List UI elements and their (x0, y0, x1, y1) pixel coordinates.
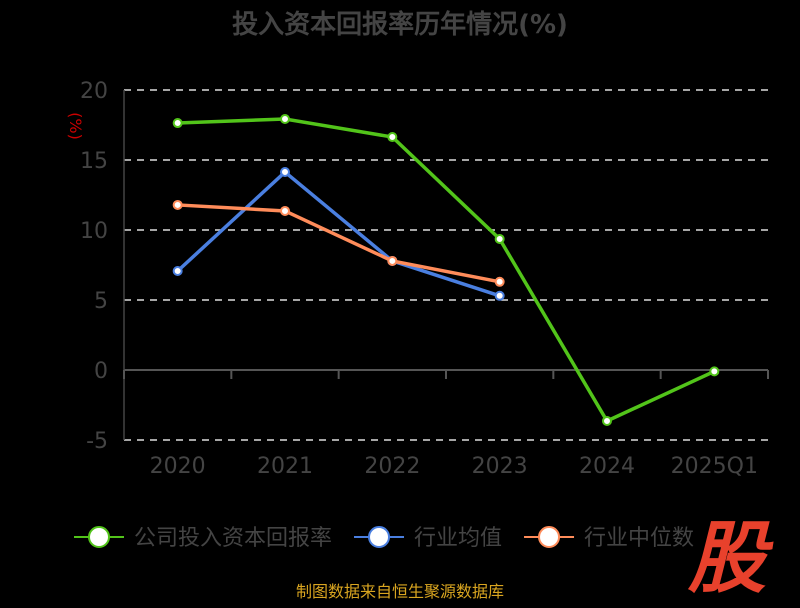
data-point (494, 276, 505, 287)
series-line (177, 203, 501, 284)
data-point (280, 205, 290, 216)
x-tick-label: 2025Q1 (671, 454, 758, 479)
data-point (494, 233, 505, 244)
y-tick-label: 10 (80, 219, 108, 244)
data-point (387, 255, 398, 266)
legend-marker (538, 526, 561, 548)
legend-marker (368, 526, 391, 548)
y-tick-label: -5 (86, 429, 108, 454)
series-line (176, 169, 501, 298)
y-axis-label: (%) (66, 112, 85, 140)
chart-title: 投入资本回报率历年情况(%) (232, 10, 568, 40)
x-tick-label: 2023 (472, 454, 528, 479)
legend-label: 行业均值 (414, 526, 502, 551)
data-point (172, 199, 183, 210)
y-tick-label: 15 (80, 149, 108, 174)
y-tick-label: 20 (80, 79, 108, 104)
data-point (494, 290, 505, 301)
y-tick-label: 0 (94, 359, 108, 384)
legend-label: 行业中位数 (584, 526, 694, 551)
data-point (709, 366, 720, 377)
logo: 股 (688, 514, 767, 604)
data-point (172, 266, 183, 277)
data-point (387, 132, 398, 143)
x-tick-label: 2022 (364, 454, 420, 479)
x-tick-label: 2024 (579, 454, 635, 479)
x-tick-label: 2021 (257, 454, 313, 479)
series-line (177, 117, 716, 424)
legend-marker (88, 526, 110, 548)
x-tick-label: 2020 (150, 454, 206, 479)
data-point (280, 167, 290, 178)
data-point (602, 415, 612, 426)
data-point (172, 118, 183, 129)
y-tick-label: 5 (94, 289, 108, 314)
source-note: 制图数据来自恒生聚源数据库 (295, 582, 504, 601)
data-point (280, 113, 290, 124)
legend-label: 公司投入资本回报率 (134, 526, 332, 551)
